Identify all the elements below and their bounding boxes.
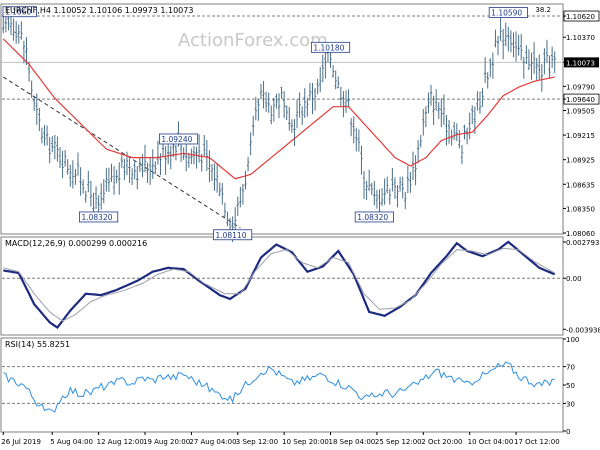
x-tick-label: 12 Aug 12:00 — [97, 438, 144, 446]
macd-line — [3, 240, 556, 329]
price-annotation-label: 1.08320 — [81, 213, 112, 222]
x-tick-label: 5 Aug 04:00 — [50, 438, 93, 446]
price-annotation-label: 1.10590 — [491, 9, 522, 18]
x-tick-label: 17 Oct 12:00 — [514, 438, 560, 446]
price-annotation-label: 1.1060 — [5, 8, 31, 17]
x-tick-label: 10 Oct 04:00 — [468, 438, 514, 446]
price-tick-label: 1.10370 — [566, 34, 595, 42]
price-annotation-box — [2, 6, 37, 18]
chart-grid — [2, 15, 562, 404]
macd-tick-label: 0.00 — [566, 275, 582, 283]
x-tick-label: 18 Sep 04:00 — [329, 438, 376, 446]
price-annotation-box — [310, 41, 351, 53]
price-tick-label: 1.08925 — [566, 157, 595, 165]
price-tick-label: 1.08350 — [566, 205, 595, 213]
rsi-tick-label: 70 — [566, 364, 575, 372]
price-tick-box — [564, 57, 599, 68]
price-tick-label: 1.09505 — [566, 108, 595, 116]
rsi-tick-label: 30 — [566, 400, 575, 408]
x-tick-label: 25 Sep 12:00 — [375, 438, 422, 446]
indicator-lines — [2, 38, 556, 413]
macd-panel-frame — [0, 236, 564, 336]
price-corner-label: 38.2 — [535, 6, 551, 14]
price-annotation-box — [488, 7, 528, 18]
rsi-line — [3, 361, 555, 413]
macd-panel-title: MACD(12,26,9) 0.000299 0.000216 — [5, 239, 147, 248]
price-annotation-box — [213, 229, 253, 241]
price-annotation-box — [79, 211, 119, 223]
macd-tick-label: -0.003938 — [566, 326, 600, 334]
x-tick-label: 27 Aug 04:00 — [189, 438, 236, 446]
price-panel-frame — [0, 3, 564, 235]
price-tick-label: 1.10620 — [566, 13, 595, 21]
price-tick-label: 1.10073 — [566, 59, 595, 67]
signal-line — [3, 247, 555, 322]
price-bars — [2, 11, 556, 243]
rsi-panel-frame — [0, 337, 564, 433]
price-annotation-label: 1.08110 — [215, 231, 246, 240]
macd-tick-label: 0.002793 — [566, 239, 599, 247]
price-annotation-label: 1.08320 — [357, 213, 388, 222]
price-annotation-label: 1.10180 — [313, 43, 344, 52]
price-tick-label: 1.09790 — [566, 83, 595, 91]
price-annotation-box — [158, 133, 199, 145]
price-tick-label: 1.09640 — [566, 96, 595, 104]
rsi-tick-label: 50 — [566, 382, 575, 390]
watermark-text: ActionForex.com — [178, 30, 328, 51]
price-annotation-label: 1.09240 — [161, 135, 192, 144]
axis-labels: 1.10620 1.10370 1.10073 1.09790 1.09640 1.095… — [1, 10, 600, 446]
x-tick-label: 2 Oct 20:00 — [421, 438, 462, 446]
price-tick-label: 1.09215 — [566, 132, 595, 140]
price-annotation-box — [354, 211, 394, 223]
price-panel-title: EURCHF,H4 1.10052 1.10106 1.09973 1.1007… — [5, 6, 193, 15]
x-tick-label: 19 Aug 20:00 — [143, 438, 190, 446]
rsi-panel-title: RSI(14) 55.8251 — [5, 340, 70, 349]
rsi-tick-label: 100 — [566, 336, 579, 344]
price-annotations: 1.10180 1.10590 1.09240 1.08320 1.08110 1.083… — [2, 6, 528, 241]
price-tick-label: 1.08060 — [566, 230, 595, 238]
x-tick-label: 26 Jul 2019 — [1, 438, 41, 446]
moving-average-line — [2, 38, 555, 180]
rsi-tick-label: 0 — [566, 428, 570, 436]
x-tick-label: 10 Sep 20:00 — [282, 438, 329, 446]
price-tick-label: 1.08635 — [566, 181, 595, 189]
x-tick-label: 3 Sep 12:00 — [236, 438, 278, 446]
